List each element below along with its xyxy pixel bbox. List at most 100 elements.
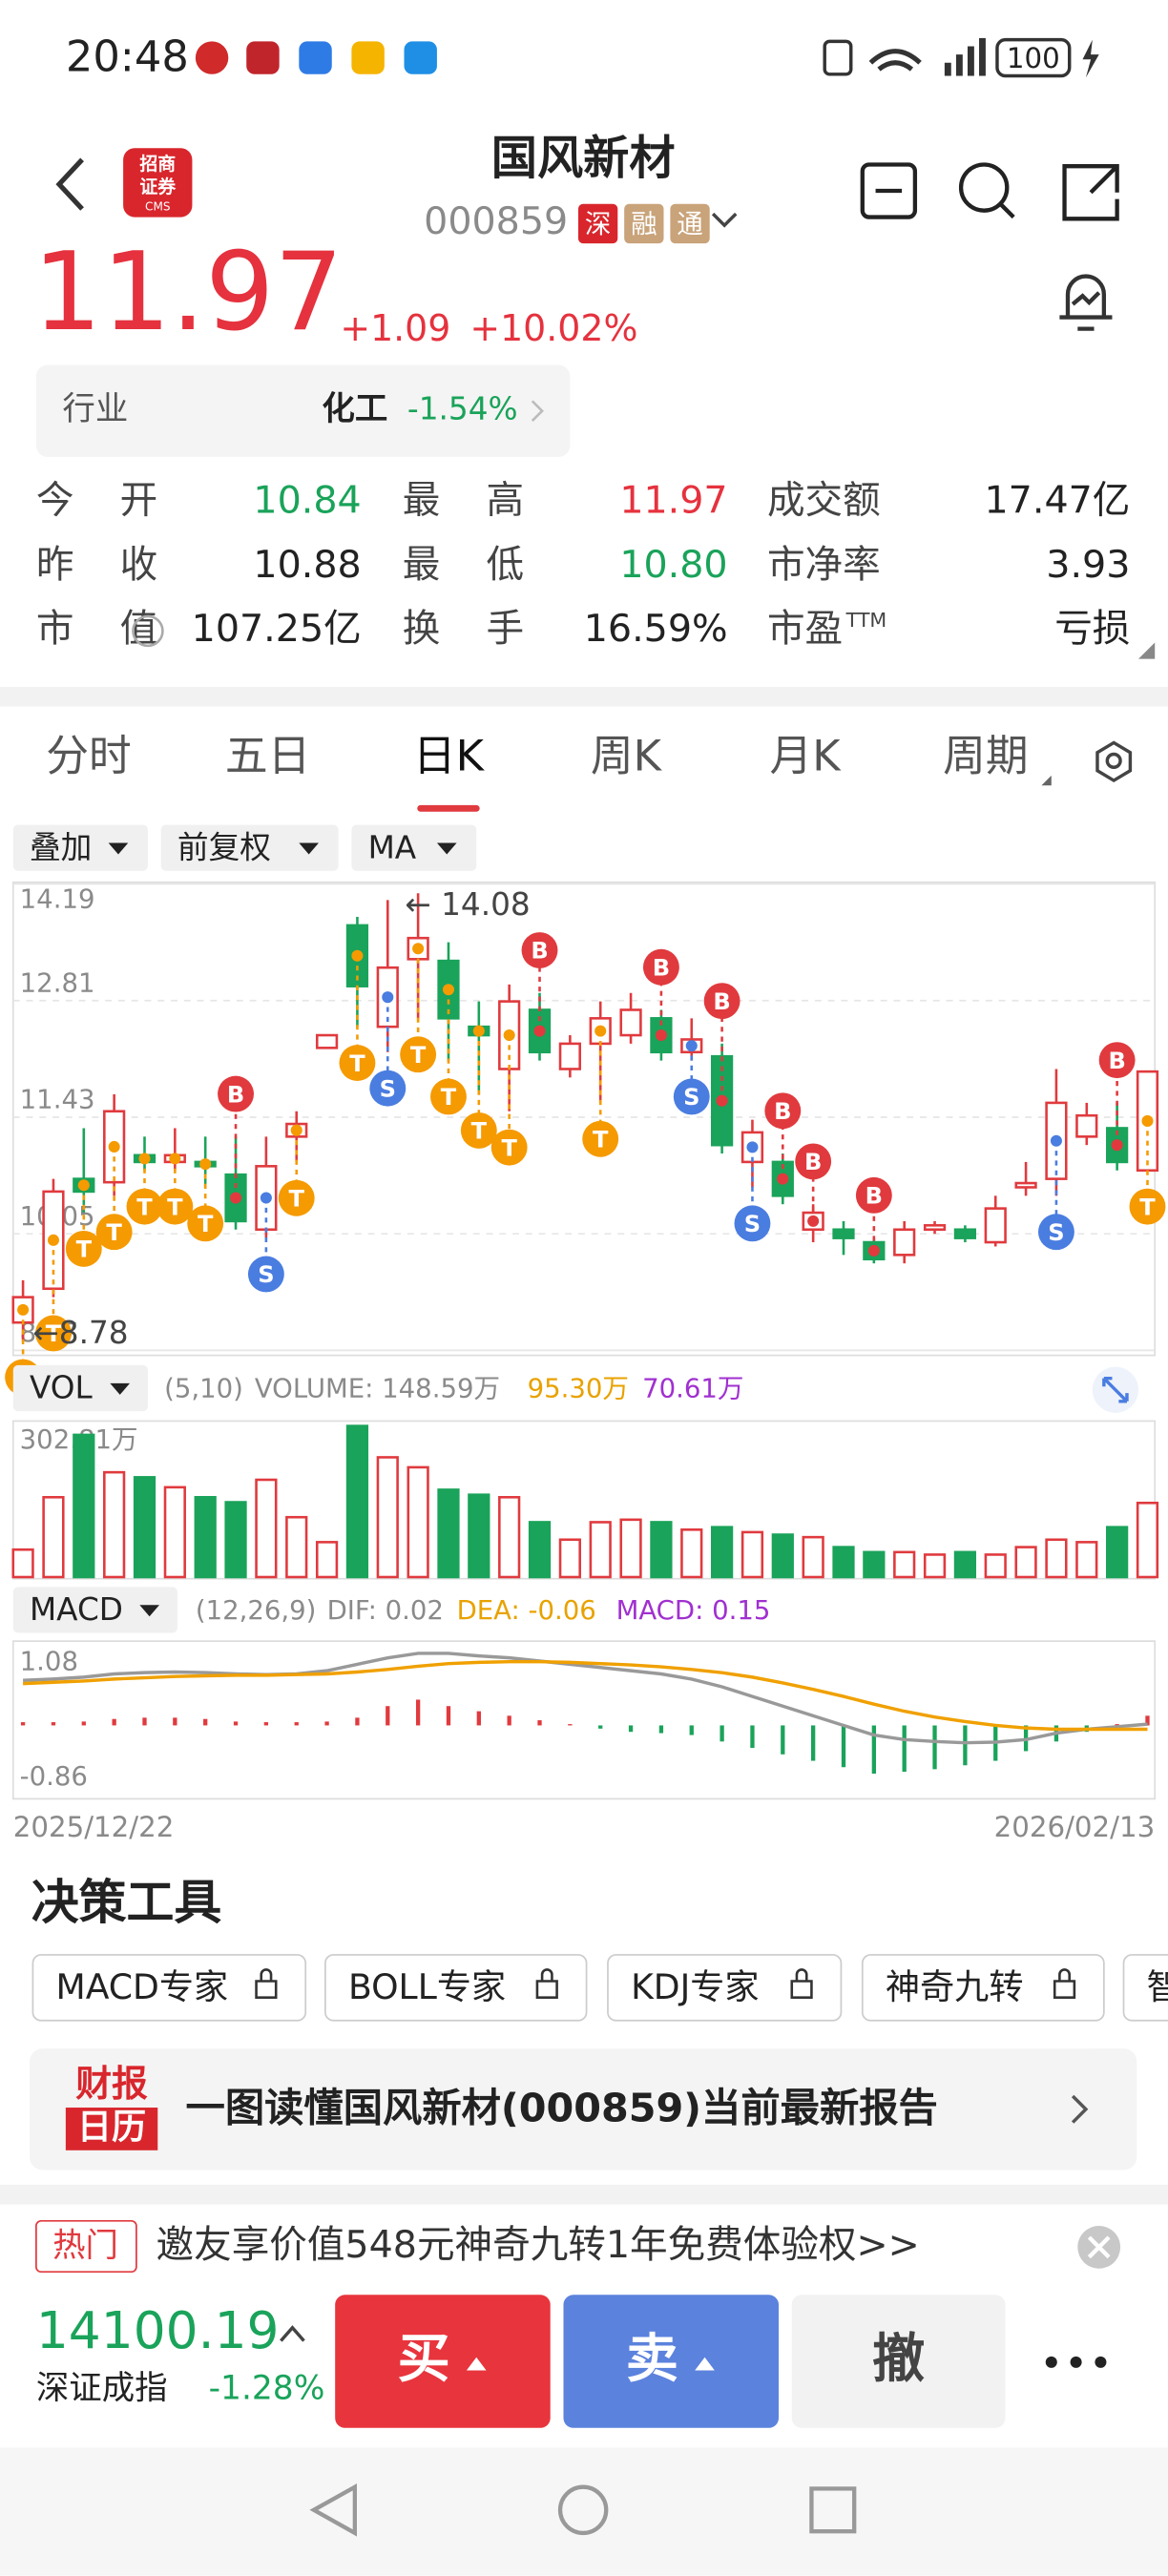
volume-bar: [73, 1433, 95, 1579]
candle-body: [558, 1042, 581, 1070]
index-toggle[interactable]: [280, 2325, 305, 2342]
signal-badge: [855, 1176, 892, 1214]
control-box[interactable]: [160, 824, 339, 871]
signal-badge: [430, 1078, 467, 1115]
candle-body: [984, 1207, 1007, 1244]
hot-close[interactable]: [1077, 2225, 1121, 2269]
cancel-button[interactable]: [791, 2295, 1006, 2428]
candle-body: [923, 1224, 947, 1232]
industry-box[interactable]: [35, 364, 571, 457]
tab[interactable]: 日K: [413, 731, 486, 781]
dropdown-arrow: [139, 1605, 159, 1617]
signal-dot: [230, 1192, 242, 1204]
volume-bar: [740, 1530, 764, 1579]
vol-ma10: 70.61万: [642, 1374, 743, 1404]
dea-line: [23, 1659, 1148, 1732]
expand-icon[interactable]: [1092, 1366, 1139, 1413]
signal-dot: [169, 1153, 181, 1165]
signal-dot: [442, 984, 454, 996]
tool-chip[interactable]: [31, 1954, 307, 2022]
index-name: 深证成指: [36, 2370, 168, 2408]
signal-text: S: [258, 1261, 274, 1288]
lock-icon: [255, 1968, 278, 1999]
signal-badge: [1098, 1042, 1136, 1079]
status-app-icons: [195, 41, 437, 74]
sell-label: 卖: [626, 2328, 678, 2389]
tool-chip[interactable]: [607, 1954, 843, 2022]
status-sys-icons: [823, 37, 1099, 78]
price-change: +1.09: [340, 307, 450, 349]
signal-dot: [199, 1158, 212, 1171]
candle-body: [315, 1033, 339, 1049]
volume-bar: [315, 1541, 339, 1579]
divider: [0, 2184, 1168, 2205]
more-button[interactable]: [1045, 2356, 1107, 2368]
volume-bar: [1075, 1541, 1098, 1579]
tool-chip[interactable]: [324, 1954, 588, 2022]
signal-dot: [472, 1025, 485, 1037]
report-text: 一图读懂国风新材(000859)当前最新报告: [186, 2085, 938, 2130]
y-tick-label: 1.08: [20, 1647, 78, 1677]
volume-bar: [863, 1550, 886, 1579]
signal-dot: [503, 1029, 515, 1042]
tool-chips: MACD专家 BOLL专家 KDJ专家 神奇九转 智: [31, 1954, 1168, 2022]
macd-dea: DEA: -0.06: [457, 1595, 596, 1626]
dropdown-arrow: [108, 842, 129, 855]
stat-label: 换手: [403, 607, 571, 651]
lock-icon: [790, 1968, 813, 1999]
tool-chip[interactable]: [861, 1954, 1105, 2022]
broker-logo: [123, 148, 193, 218]
stat-label: 昨收: [36, 543, 204, 587]
code-dropdown[interactable]: [711, 212, 738, 228]
stat-label: 市净率: [767, 543, 881, 587]
report-banner[interactable]: [29, 2048, 1137, 2171]
last-price: 11.97: [32, 229, 343, 355]
start-date: 2025/12/22: [13, 1811, 175, 1843]
volume-bar: [680, 1528, 703, 1579]
settings-icon[interactable]: [1095, 740, 1133, 783]
nav-buttons[interactable]: [309, 2483, 857, 2537]
badge-text: 融: [631, 209, 657, 239]
industry-change: -1.54%: [407, 391, 518, 427]
vol-selector[interactable]: [12, 1364, 148, 1412]
tab[interactable]: 周期: [943, 731, 1029, 781]
dropdown-arrow: [299, 842, 319, 855]
alert-bell[interactable]: [1059, 274, 1113, 331]
tool-chip[interactable]: [1122, 1954, 1168, 2022]
signal-badge: [642, 948, 679, 986]
signal-dot: [382, 991, 394, 1004]
tab-underline: [417, 804, 480, 812]
signal-badge: [278, 1179, 315, 1216]
stat-value: 107.25亿: [192, 607, 362, 651]
signal-dot: [47, 1234, 59, 1246]
header-actions[interactable]: [860, 162, 1119, 221]
volume-bar: [103, 1470, 126, 1579]
tab[interactable]: 五日: [225, 731, 311, 781]
stat-value: 17.47亿: [985, 479, 1131, 523]
tab[interactable]: 周K: [591, 731, 663, 781]
volume-bar: [11, 1548, 34, 1579]
kline: 14.1912.8111.4310.058.67TTTTTTTBSTTSTTTT…: [5, 883, 1166, 1396]
signal-dot: [685, 1040, 698, 1052]
signal-text: T: [441, 1084, 457, 1111]
sell-button[interactable]: [563, 2295, 779, 2428]
control-box[interactable]: [351, 824, 477, 871]
tab[interactable]: 月K: [769, 731, 842, 781]
buy-button[interactable]: [335, 2295, 551, 2428]
back-button[interactable]: [55, 157, 84, 211]
high-mark: ← 14.08: [405, 886, 530, 923]
hot-text[interactable]: 邀友享价值548元神奇九转1年免费体验权>>: [156, 2223, 920, 2267]
macd-selector[interactable]: [12, 1587, 177, 1633]
control-box[interactable]: [12, 824, 148, 871]
signal-text: T: [593, 1126, 609, 1153]
tab[interactable]: 分时: [46, 731, 132, 781]
lock-icon: [535, 1968, 558, 1999]
industry-chevron: [531, 400, 544, 422]
report-logo: 日历: [77, 2106, 146, 2147]
signal-text: B: [804, 1149, 822, 1175]
badge: [670, 203, 710, 244]
volume-bar: [953, 1550, 977, 1579]
control-label: 前复权: [177, 829, 271, 865]
signal-dot: [1111, 1139, 1123, 1152]
